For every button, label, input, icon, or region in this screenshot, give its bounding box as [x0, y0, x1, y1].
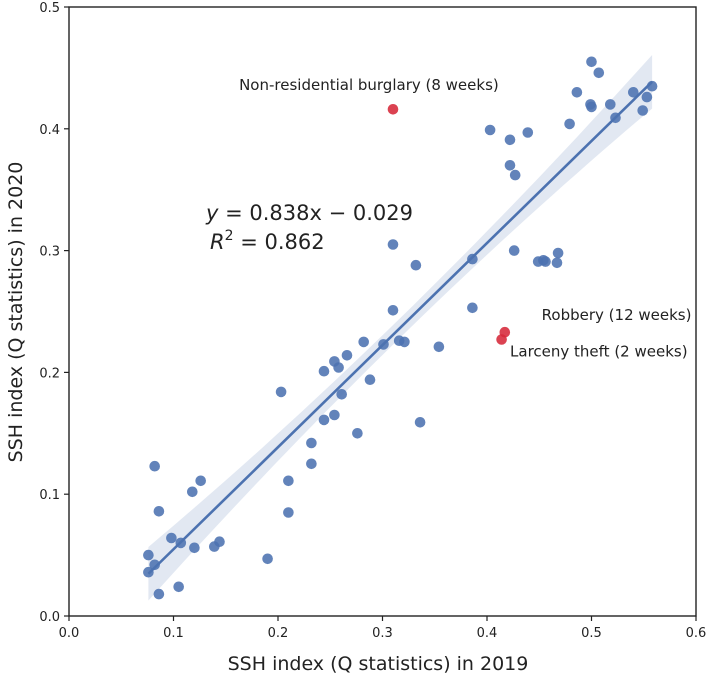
plot-area: 0.0 0.1 0.2 0.3 0.4 0.5 0.6 0.0 0.1 0.2 0.3 0.4 0.5 N… [39, 1, 706, 641]
data-point [433, 341, 445, 353]
point-annotation: Non-residential burglary (8 weeks) [239, 76, 499, 94]
data-point [189, 542, 200, 554]
data-point [484, 124, 496, 136]
data-point [552, 247, 564, 259]
data-point [504, 134, 516, 146]
data-point [508, 245, 520, 256]
regression-equation: y = 0.838x − 0.029 [205, 201, 413, 225]
point-annotation: Larceny theft (2 weeks) [510, 343, 688, 361]
x-axis-title: SSH index (Q statistics) in 2019 [228, 653, 529, 675]
x-tick-label: 0.6 [686, 626, 707, 641]
y-tick-label: 0.2 [39, 366, 60, 381]
data-point [341, 350, 353, 361]
x-tick-label: 0.1 [163, 626, 184, 641]
equation-lhs: y [205, 201, 219, 225]
data-point [195, 475, 206, 487]
data-point [593, 67, 605, 79]
data-point [149, 559, 160, 571]
r2-exponent: 2 [225, 228, 234, 244]
data-point [143, 549, 154, 561]
x-tick-label: 0.4 [477, 626, 498, 641]
data-point [641, 91, 653, 103]
highlighted-point [387, 104, 399, 115]
data-point [283, 475, 294, 487]
y-tick-label: 0.3 [39, 245, 60, 260]
data-point [637, 105, 648, 116]
data-point [318, 414, 330, 426]
data-point [628, 87, 639, 98]
x-tick-label: 0.3 [372, 626, 393, 641]
y-tick-label: 0.0 [39, 610, 60, 625]
data-point [387, 239, 399, 250]
point-annotation: Robbery (12 weeks) [542, 306, 692, 324]
data-point [504, 160, 516, 171]
data-point [571, 87, 583, 98]
data-point [551, 257, 563, 269]
data-point [364, 374, 376, 386]
data-point [336, 389, 348, 400]
data-point [564, 118, 575, 130]
data-point [173, 581, 184, 593]
data-point [540, 256, 551, 267]
data-point [333, 362, 344, 373]
data-point [467, 302, 478, 314]
data-point [283, 507, 294, 518]
x-tick-label: 0.5 [581, 626, 602, 641]
data-point [352, 428, 363, 439]
data-point [414, 417, 426, 428]
y-tick-label: 0.4 [39, 123, 60, 138]
data-point [586, 101, 597, 113]
data-point [509, 169, 521, 181]
data-point [586, 56, 597, 68]
x-tick-label: 0.0 [59, 626, 80, 641]
regression-line [147, 80, 654, 575]
x-tick-label: 0.2 [268, 626, 289, 641]
data-point [605, 99, 616, 110]
data-point [399, 336, 410, 348]
equation-rhs: = 0.838x − 0.029 [218, 201, 413, 225]
y-tick-label: 0.1 [39, 488, 60, 503]
data-point [275, 386, 287, 398]
data-point [153, 588, 165, 600]
r-squared-label: R2 = 0.862 [210, 228, 325, 254]
data-point [387, 305, 399, 316]
y-tick-label: 0.5 [39, 1, 60, 16]
data-point [187, 486, 198, 498]
data-point [318, 365, 330, 377]
highlighted-point [496, 334, 507, 345]
data-point [522, 127, 534, 138]
data-point [262, 553, 273, 565]
data-point [149, 460, 160, 472]
data-point [166, 532, 177, 544]
data-point [306, 458, 317, 470]
data-point [153, 506, 165, 517]
data-point [329, 409, 340, 421]
data-point [214, 536, 225, 547]
r2-symbol: R [210, 230, 225, 254]
data-point [306, 437, 317, 449]
data-point [358, 336, 370, 348]
y-axis-title: SSH index (Q statistics) in 2020 [5, 162, 27, 463]
r2-value: = 0.862 [234, 230, 325, 254]
data-point [410, 259, 422, 271]
